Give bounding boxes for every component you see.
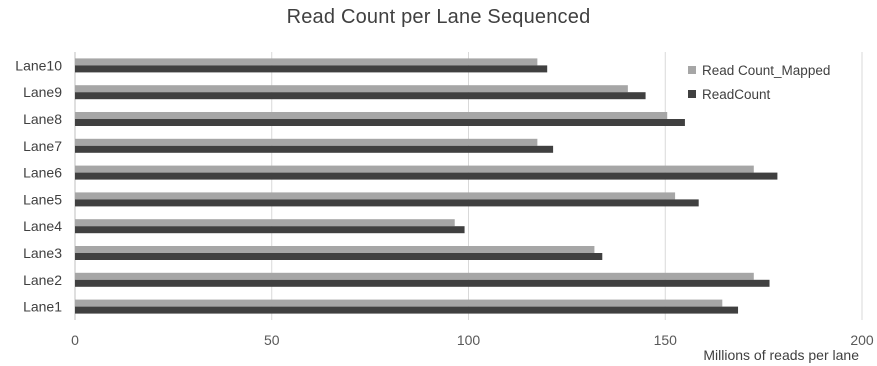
legend-item-readcount: ReadCount — [688, 82, 830, 106]
y-tick-label: Lane2 — [23, 272, 62, 288]
legend-item-mapped: Read Count_Mapped — [688, 58, 830, 82]
bar-read-count-mapped — [75, 112, 668, 119]
y-tick-label: Lane9 — [23, 84, 62, 100]
bar-read-count-mapped — [75, 85, 628, 93]
y-tick-label: Lane6 — [23, 165, 62, 181]
bar-read-count-mapped — [75, 219, 455, 227]
x-axis-label: Millions of reads per lane — [703, 347, 859, 363]
bar-readcount — [75, 226, 465, 234]
bar-read-count-mapped — [75, 299, 723, 307]
bar-read-count-mapped — [75, 272, 754, 280]
bar-read-count-mapped — [75, 192, 676, 200]
x-tick-label: 200 — [850, 332, 874, 348]
bar-readcount — [75, 92, 646, 100]
bar-read-count-mapped — [75, 165, 754, 173]
x-tick-label: 0 — [71, 332, 79, 348]
y-tick-label: Lane3 — [23, 245, 62, 261]
bar-readcount — [75, 65, 548, 73]
y-tick-label: Lane10 — [15, 57, 62, 73]
y-tick-label: Lane1 — [23, 299, 62, 315]
bar-read-count-mapped — [75, 138, 538, 146]
y-tick-label: Lane8 — [23, 111, 62, 127]
legend: Read Count_Mapped ReadCount — [688, 58, 830, 106]
bar-read-count-mapped — [75, 58, 538, 66]
chart-title: Read Count per Lane Sequenced — [286, 6, 591, 28]
legend-swatch-readcount — [688, 90, 696, 98]
x-tick-label: 150 — [654, 332, 678, 348]
bar-readcount — [75, 253, 603, 260]
bar-readcount — [75, 306, 739, 314]
bar-readcount — [75, 172, 778, 180]
y-tick-label: Lane7 — [23, 138, 62, 154]
legend-swatch-mapped — [688, 66, 696, 74]
tick-labels: 0 50 100 150 200 Lane1 Lane2 Lane3 Lane4 Lane5 Lan… — [15, 57, 874, 348]
y-tick-label: Lane4 — [23, 218, 62, 234]
x-tick-label: 50 — [264, 332, 280, 348]
x-tick-label: 100 — [457, 332, 481, 348]
legend-label-mapped: Read Count_Mapped — [702, 62, 831, 78]
bar-readcount — [75, 199, 699, 207]
y-tick-label: Lane5 — [23, 191, 62, 207]
bar-read-count-mapped — [75, 246, 595, 253]
legend-label-readcount: ReadCount — [702, 86, 771, 102]
bars — [75, 58, 778, 314]
bar-readcount — [75, 119, 685, 126]
bar-readcount — [75, 145, 554, 153]
bar-readcount — [75, 279, 770, 287]
